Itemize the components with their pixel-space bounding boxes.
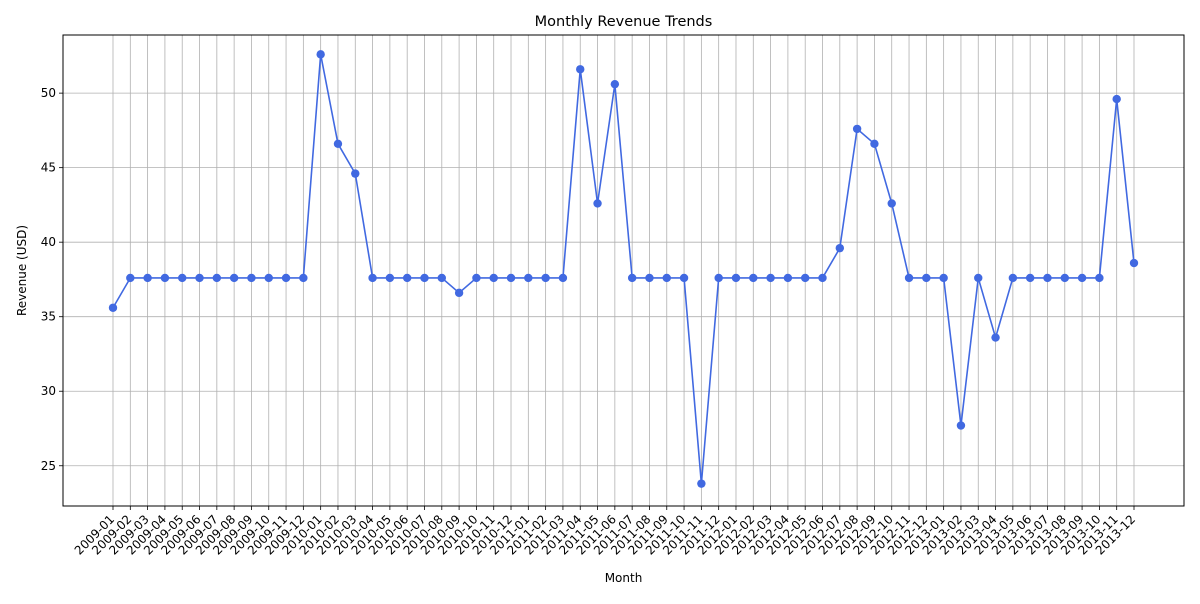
data-point: [749, 273, 758, 283]
y-tick-label: 50: [41, 86, 56, 100]
plot-frame: [62, 34, 1185, 507]
y-tick-label: 40: [41, 235, 56, 249]
data-point: [385, 273, 395, 283]
data-point: [1008, 273, 1018, 283]
data-point: [1060, 273, 1069, 283]
x-axis: 2009-012009-022009-032009-042009-052009-…: [72, 506, 1138, 558]
data-point: [558, 273, 568, 283]
data-point: [368, 273, 377, 283]
points-layer: [108, 50, 1139, 488]
data-point: [627, 273, 637, 283]
data-point: [212, 273, 222, 283]
data-point: [731, 273, 741, 283]
data-point: [264, 273, 273, 283]
data-point: [247, 273, 256, 283]
data-point: [576, 65, 585, 74]
data-point: [766, 273, 775, 283]
y-axis: 25 30 35 40 45 50: [41, 86, 63, 473]
y-axis-title: Revenue (USD): [15, 225, 29, 316]
data-point: [662, 273, 671, 283]
data-point: [835, 243, 845, 253]
data-point: [610, 79, 620, 89]
data-point: [281, 273, 291, 283]
grid: [63, 35, 1184, 506]
data-point: [922, 273, 931, 283]
data-point: [524, 273, 533, 283]
chart-title: Monthly Revenue Trends: [535, 14, 713, 30]
data-point: [679, 273, 689, 283]
x-axis-title: Month: [605, 571, 643, 585]
data-point: [333, 139, 343, 149]
data-point: [697, 479, 706, 488]
data-point: [1077, 273, 1087, 283]
data-point: [1095, 273, 1104, 283]
data-point: [870, 139, 879, 149]
data-point: [956, 421, 966, 430]
data-point: [939, 273, 948, 283]
data-point: [818, 273, 827, 283]
data-point: [437, 273, 446, 283]
data-point: [351, 169, 360, 178]
data-point: [489, 273, 498, 283]
series-layer: [112, 54, 1135, 484]
data-point: [143, 273, 152, 283]
data-point: [783, 273, 793, 283]
y-tick-label: 35: [41, 310, 56, 324]
data-point: [593, 199, 602, 208]
data-point: [178, 273, 187, 283]
data-point: [541, 273, 550, 283]
data-point: [108, 303, 118, 312]
data-point: [316, 50, 325, 59]
data-point: [1129, 258, 1139, 268]
data-point: [714, 273, 723, 283]
data-point: [126, 273, 135, 283]
data-point: [645, 273, 654, 283]
data-point: [887, 199, 896, 208]
series-line: [112, 54, 1135, 484]
data-point: [195, 273, 204, 283]
data-point: [1112, 94, 1121, 104]
data-point: [454, 288, 464, 298]
data-point: [991, 333, 1000, 342]
data-point: [974, 273, 983, 283]
y-tick-label: 45: [41, 161, 56, 175]
data-point: [1025, 273, 1035, 283]
data-point: [1043, 273, 1052, 283]
data-point: [801, 273, 810, 283]
data-point: [852, 124, 862, 134]
data-point: [904, 273, 914, 283]
data-point: [299, 273, 308, 283]
data-point: [229, 273, 239, 283]
data-point: [472, 273, 481, 283]
data-point: [506, 273, 516, 283]
data-point: [402, 273, 412, 283]
data-point: [160, 273, 170, 283]
data-point: [420, 273, 429, 283]
y-tick-label: 30: [41, 384, 56, 398]
y-tick-label: 25: [41, 459, 56, 473]
